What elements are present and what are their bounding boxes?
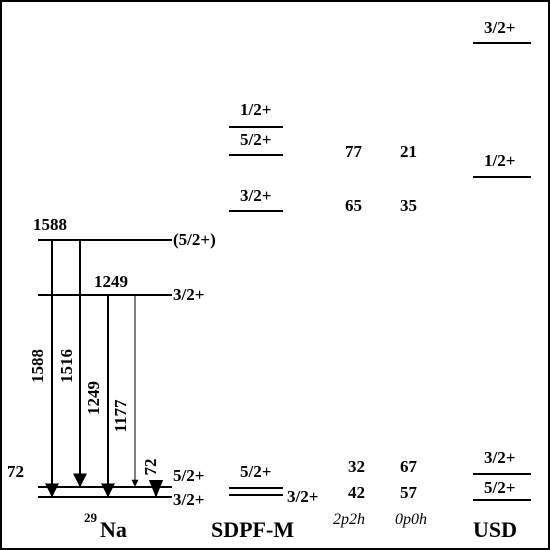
nucleus-mass-number: 29 bbox=[84, 510, 98, 525]
sdpfm-column-label: SDPF-M bbox=[211, 517, 294, 542]
sdpfm-level-3-spin: 3/2+ bbox=[240, 186, 271, 205]
sdpfm-level-5-spin: 3/2+ bbox=[287, 487, 318, 506]
exp-level-72-energy: 72 bbox=[7, 462, 24, 481]
pct-2p2h-row-1: 77 bbox=[345, 142, 363, 161]
exp-level-1588-spin: (5/2+) bbox=[173, 230, 216, 249]
usd-level-4-spin: 5/2+ bbox=[484, 478, 515, 497]
exp-level-72-spin: 5/2+ bbox=[173, 466, 204, 485]
gamma-label-1249: 1249 bbox=[84, 381, 103, 415]
nucleus-symbol: Na bbox=[100, 517, 127, 542]
pct-0p0h-row-3: 67 bbox=[400, 457, 418, 476]
pct-0p0h-row-2: 35 bbox=[400, 196, 417, 215]
gamma-label-1177: 1177 bbox=[111, 399, 130, 433]
sdpfm-level-4-spin: 5/2+ bbox=[240, 462, 271, 481]
usd-level-3-spin: 3/2+ bbox=[484, 448, 515, 467]
sdpfm-level-1-spin: 1/2+ bbox=[240, 100, 271, 119]
exp-ground-spin: 3/2+ bbox=[173, 490, 204, 509]
pct-2p2h-row-2: 65 bbox=[345, 196, 362, 215]
pct-2p2h-row-4: 42 bbox=[348, 483, 365, 502]
sdpfm-level-2-spin: 5/2+ bbox=[240, 130, 271, 149]
usd-level-1-spin: 3/2+ bbox=[484, 18, 515, 37]
gamma-label-1516: 1516 bbox=[57, 349, 76, 383]
usd-level-2-spin: 1/2+ bbox=[484, 151, 515, 170]
config-label-2p2h: 2p2h bbox=[333, 511, 365, 528]
usd-column-label: USD bbox=[473, 517, 517, 542]
pct-0p0h-row-1: 21 bbox=[400, 142, 417, 161]
gamma-label-1588: 1588 bbox=[28, 349, 47, 383]
exp-level-1588-energy: 1588 bbox=[33, 215, 67, 234]
config-label-0p0h: 0p0h bbox=[395, 511, 427, 528]
pct-2p2h-row-3: 32 bbox=[348, 457, 365, 476]
gamma-label-72: 72 bbox=[141, 459, 160, 476]
pct-0p0h-row-4: 57 bbox=[400, 483, 418, 502]
exp-level-1249-spin: 3/2+ bbox=[173, 285, 204, 304]
exp-level-1249-energy: 1249 bbox=[94, 272, 128, 291]
